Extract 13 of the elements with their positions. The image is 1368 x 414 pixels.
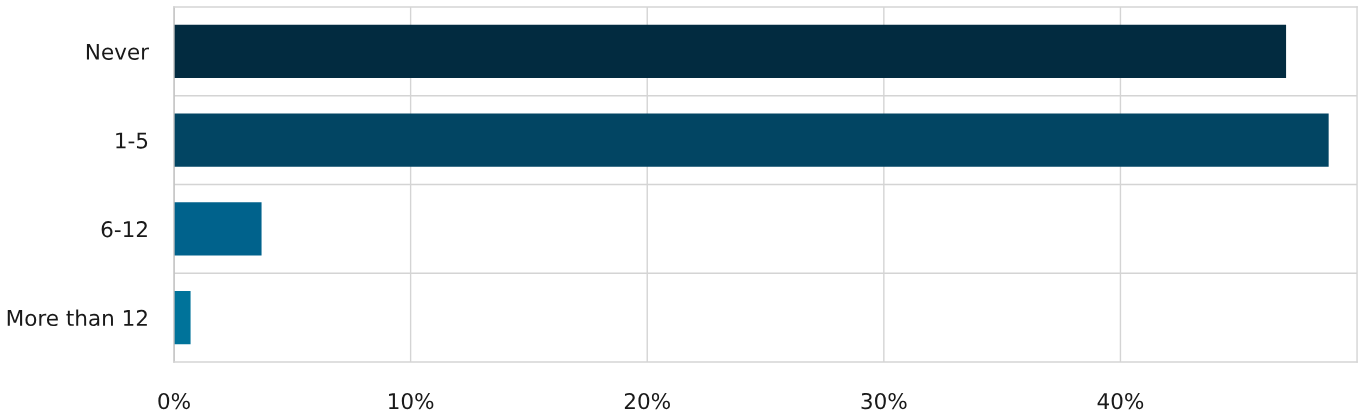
y-tick-label: Never bbox=[86, 43, 149, 60]
x-tick-label: 0% bbox=[158, 392, 190, 410]
bar bbox=[174, 24, 1287, 79]
bar bbox=[174, 113, 1329, 167]
bar bbox=[174, 291, 191, 345]
y-tick-label: 6-12 bbox=[101, 221, 147, 238]
x-tick-label: 30% bbox=[861, 392, 907, 410]
x-tick-label: 10% bbox=[389, 392, 434, 410]
bar bbox=[174, 202, 262, 256]
x-tick-label: 20% bbox=[624, 392, 670, 410]
y-tick-label: More than 12 bbox=[7, 309, 147, 327]
y-tick-label: 1-5 bbox=[116, 132, 148, 149]
x-tick-label: 40% bbox=[1097, 392, 1144, 410]
